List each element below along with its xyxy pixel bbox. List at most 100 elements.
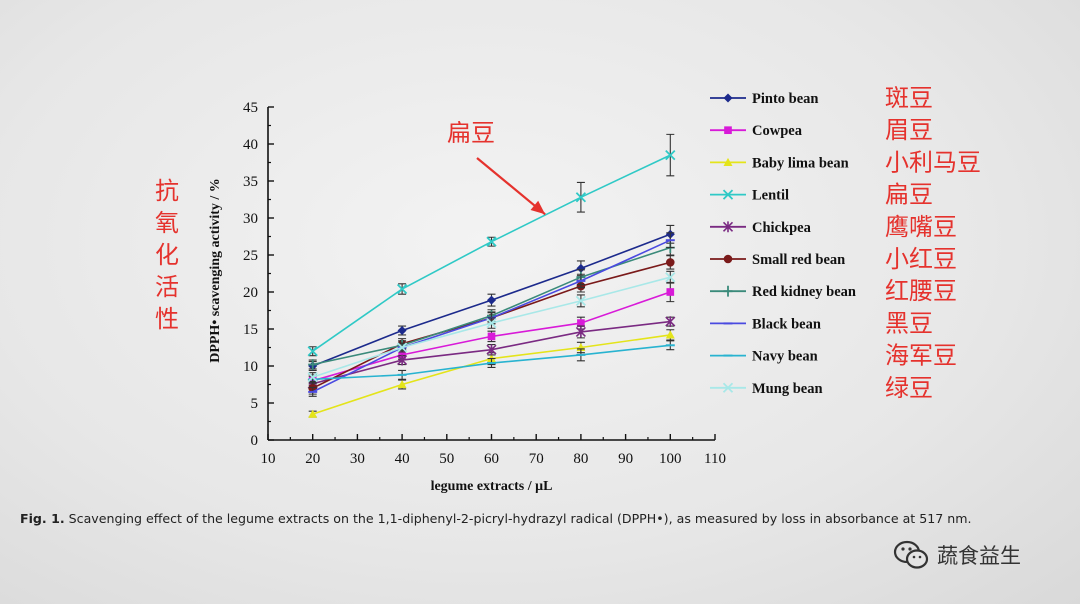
side-label-char: 抗 — [155, 177, 179, 205]
series-black-bean — [308, 232, 675, 397]
legend-item-lentil: Lentil 扁豆 — [710, 181, 933, 209]
data-point — [576, 263, 586, 273]
side-label-char: 活 — [155, 273, 179, 301]
side-label-char: 氧 — [155, 209, 179, 237]
legend-item-black-bean: Black bean 黑豆 — [710, 309, 933, 337]
data-point — [487, 295, 496, 305]
legend-item-cowpea: Cowpea 眉豆 — [710, 116, 933, 144]
watermark-text: 蔬食益生 — [937, 544, 1021, 568]
data-point — [575, 326, 586, 338]
x-tick-label: 20 — [305, 451, 320, 467]
data-point — [396, 342, 408, 353]
x-tick-label: 90 — [618, 451, 633, 467]
data-point — [307, 346, 318, 357]
series-mung-bean — [307, 270, 676, 383]
series-baby-lima-bean — [308, 329, 675, 418]
data-point — [666, 258, 675, 267]
watermark: 蔬食益生 — [893, 538, 1021, 572]
legend-chinese-label: 小红豆 — [885, 245, 957, 273]
legend-marker — [723, 157, 733, 166]
legend-chinese-label: 绿豆 — [885, 374, 933, 402]
legend-chinese-label: 扁豆 — [885, 181, 933, 209]
x-tick-label: 10 — [261, 451, 276, 467]
series-lentil — [307, 133, 676, 357]
data-point — [575, 295, 587, 307]
caption-text: Scavenging effect of the legume extracts… — [64, 511, 972, 526]
y-tick-label: 10 — [243, 359, 258, 375]
x-tick-label: 80 — [573, 451, 588, 467]
legend-label: Mung bean — [752, 381, 823, 397]
data-point — [486, 317, 497, 329]
y-tick-label: 15 — [243, 322, 258, 338]
y-tick-label: 0 — [251, 433, 259, 449]
annotation-arrow-head — [530, 200, 546, 215]
data-point — [397, 354, 408, 366]
legend-item-small-red-bean: Small red bean 小红豆 — [710, 245, 957, 273]
legend-marker — [722, 382, 734, 393]
data-point — [308, 409, 318, 418]
y-tick-label: 5 — [251, 396, 259, 412]
legend-marker — [722, 189, 734, 200]
y-axis-title: DPPH• scavenging activity / % — [208, 178, 223, 363]
legend-item-chickpea: Chickpea 鹰嘴豆 — [710, 213, 957, 241]
data-point — [486, 236, 497, 247]
chart-legend: Pinto bean 斑豆 Cowpea 眉豆 Baby lima bean 小利马豆 Le… — [710, 84, 981, 402]
legend-marker — [723, 285, 733, 297]
x-tick-label: 100 — [659, 451, 682, 467]
y-tick-label: 35 — [243, 174, 258, 190]
legend-item-mung-bean: Mung bean 绿豆 — [710, 374, 933, 402]
legend-label: Cowpea — [752, 123, 803, 139]
data-point — [665, 330, 675, 339]
legend-chinese-label: 红腰豆 — [885, 277, 957, 305]
legend-chinese-label: 眉豆 — [885, 116, 933, 144]
legend-label: Chickpea — [752, 220, 812, 236]
series-pinto-bean — [308, 224, 675, 371]
data-point — [665, 316, 676, 327]
y-tick-label: 20 — [243, 285, 258, 301]
x-tick-label: 70 — [529, 451, 544, 467]
data-point — [397, 325, 407, 335]
data-point — [396, 283, 408, 295]
y-tick-label: 25 — [243, 248, 258, 264]
data-point — [575, 192, 587, 203]
legend-item-navy-bean: Navy bean 海军豆 — [710, 342, 957, 370]
figure-caption: Fig. 1. Scavenging effect of the legume … — [20, 511, 1070, 526]
legend-item-baby-lima-bean: Baby lima bean 小利马豆 — [710, 148, 981, 176]
legend-label: Black bean — [752, 316, 821, 332]
y-tick-label: 45 — [243, 100, 258, 116]
legend-chinese-label: 鹰嘴豆 — [885, 213, 957, 241]
x-axis-title: legume extracts / μL — [431, 479, 553, 494]
legend-item-red-kidney-bean: Red kidney bean 红腰豆 — [710, 277, 957, 305]
annotation-arrow — [476, 157, 546, 216]
y-tick-label: 40 — [243, 137, 258, 153]
legend-marker — [723, 93, 733, 103]
x-tick-label: 30 — [350, 451, 365, 467]
legend-label: Lentil — [752, 188, 789, 204]
data-point — [486, 344, 497, 356]
data-point — [665, 149, 676, 161]
legend-item-pinto-bean: Pinto bean 斑豆 — [710, 84, 933, 112]
x-tick-label: 60 — [484, 451, 499, 467]
annotation-arrow-label: 扁豆 — [447, 119, 495, 147]
legend-label: Baby lima bean — [752, 155, 849, 171]
chart-axes — [267, 107, 715, 441]
x-tick-label: 40 — [395, 451, 410, 467]
x-tick-label: 50 — [439, 451, 454, 467]
data-point — [666, 288, 675, 296]
legend-label: Small red bean — [752, 252, 845, 268]
legend-chinese-label: 黑豆 — [885, 309, 933, 337]
legend-chinese-label: 斑豆 — [885, 84, 933, 112]
data-point — [308, 359, 318, 370]
legend-marker — [723, 254, 733, 264]
legend-label: Navy bean — [752, 349, 818, 365]
wechat-icon — [893, 540, 929, 569]
legend-marker — [722, 221, 734, 233]
legend-chinese-label: 小利马豆 — [885, 148, 981, 176]
x-ticks: 10 20 30 40 50 60 70 80 90 100 110 — [261, 434, 726, 467]
side-label-char: 性 — [155, 305, 179, 333]
y-ticks: 0 5 10 15 20 25 30 35 40 45 — [243, 100, 274, 449]
